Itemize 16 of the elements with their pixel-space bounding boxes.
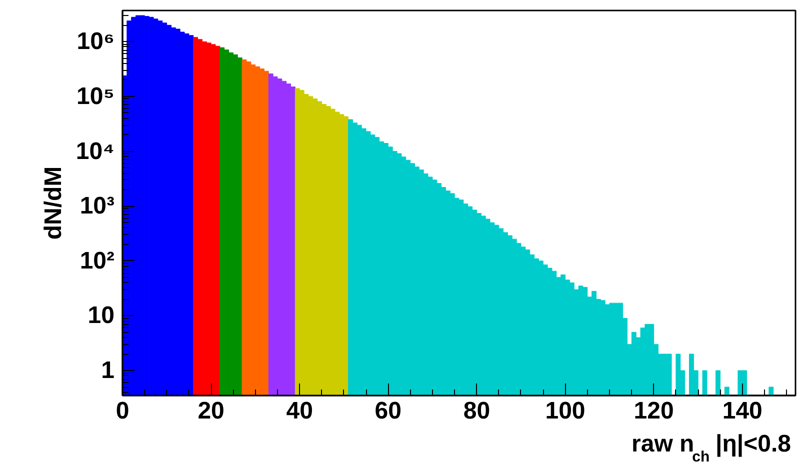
y-tick-label: 10⁴ bbox=[76, 138, 115, 165]
y-tick-label: 10⁶ bbox=[76, 28, 115, 56]
x-tick-label: 20 bbox=[198, 398, 224, 424]
y-tick-label: 10⁵ bbox=[76, 82, 114, 110]
x-tick-label: 60 bbox=[374, 398, 402, 424]
x-tick-label: 100 bbox=[545, 398, 586, 424]
y-tick-label: 1 bbox=[101, 357, 115, 384]
x-tick-label: 120 bbox=[634, 398, 674, 424]
x-tick-label: 0 bbox=[116, 398, 130, 424]
y-axis-title: dN/dM bbox=[40, 166, 67, 240]
x-tick-label: 80 bbox=[463, 398, 490, 424]
y-tick-label: 10 bbox=[88, 302, 115, 330]
y-tick-label: 10² bbox=[80, 247, 115, 274]
y-tick-label: 10³ bbox=[80, 192, 115, 220]
x-tick-label: 40 bbox=[286, 398, 313, 424]
x-tick-label: 140 bbox=[722, 398, 762, 424]
